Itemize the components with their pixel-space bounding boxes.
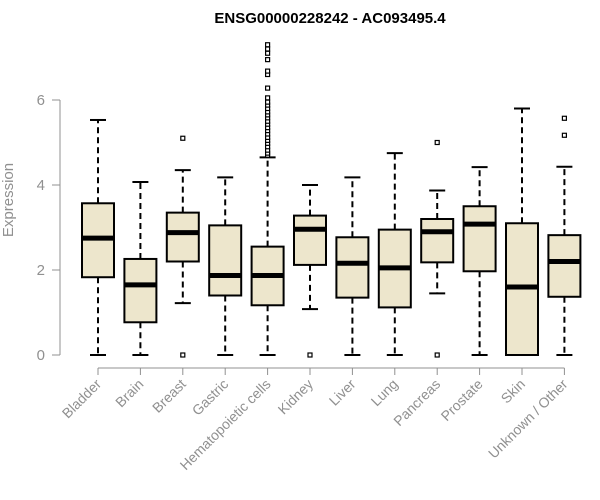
y-tick-label: 0 [37, 347, 45, 364]
box-lung [377, 152, 412, 356]
box-hematopoietic-cells [250, 42, 285, 356]
outlier-point [561, 132, 568, 138]
y-tick-label: 6 [37, 92, 45, 109]
box-iqr [293, 214, 327, 266]
box-liver [335, 176, 370, 356]
x-tick-label: Brain [112, 376, 146, 410]
y-axis: 0 2 4 6 [37, 92, 61, 364]
outlier-point [434, 139, 440, 146]
y-tick-label: 2 [37, 262, 45, 279]
box-bladder [81, 118, 115, 356]
box-iqr [547, 234, 582, 298]
box-gastric [208, 176, 243, 356]
box-iqr [123, 257, 158, 324]
box-pancreas [420, 139, 455, 358]
box-kidney [293, 184, 327, 358]
box-breast [165, 135, 200, 358]
box-unknown-other [547, 115, 582, 356]
outlier-point [307, 352, 313, 358]
chart-title: ENSG00000228242 - AC093495.4 [214, 10, 446, 27]
outlier-point [561, 115, 568, 121]
box-iqr [462, 205, 497, 273]
box-brain [123, 181, 158, 356]
box-skin [505, 107, 539, 356]
x-tick-label: Prostate [438, 376, 486, 424]
outlier-point [265, 68, 271, 74]
outlier-point [265, 95, 271, 101]
box-iqr [335, 236, 370, 299]
outlier-point [265, 85, 271, 91]
outlier-point [265, 99, 271, 105]
y-tick-label: 4 [37, 177, 45, 194]
x-tick-label: Skin [498, 376, 529, 407]
x-tick-label: Lung [368, 376, 401, 409]
outlier-point [265, 50, 271, 56]
outlier-point [265, 57, 271, 63]
x-tick-label: Pancreas [390, 376, 443, 429]
box-iqr [420, 218, 455, 264]
x-tick-label: Liver [326, 376, 359, 409]
x-tick-label: Kidney [275, 376, 317, 418]
outlier-point [180, 135, 186, 141]
box-prostate [462, 166, 497, 356]
x-tick-label: Unknown / Other [485, 376, 571, 462]
outlier-point [265, 46, 271, 52]
x-tick-label: Bladder [59, 376, 105, 422]
outlier-point [265, 42, 271, 48]
outlier-point [180, 352, 186, 358]
y-axis-label: Expression [0, 163, 17, 237]
outlier-point [434, 352, 440, 358]
box-iqr [208, 224, 243, 297]
x-tick-label: Breast [149, 376, 189, 416]
boxes-group [81, 42, 582, 358]
box-iqr [165, 211, 200, 263]
